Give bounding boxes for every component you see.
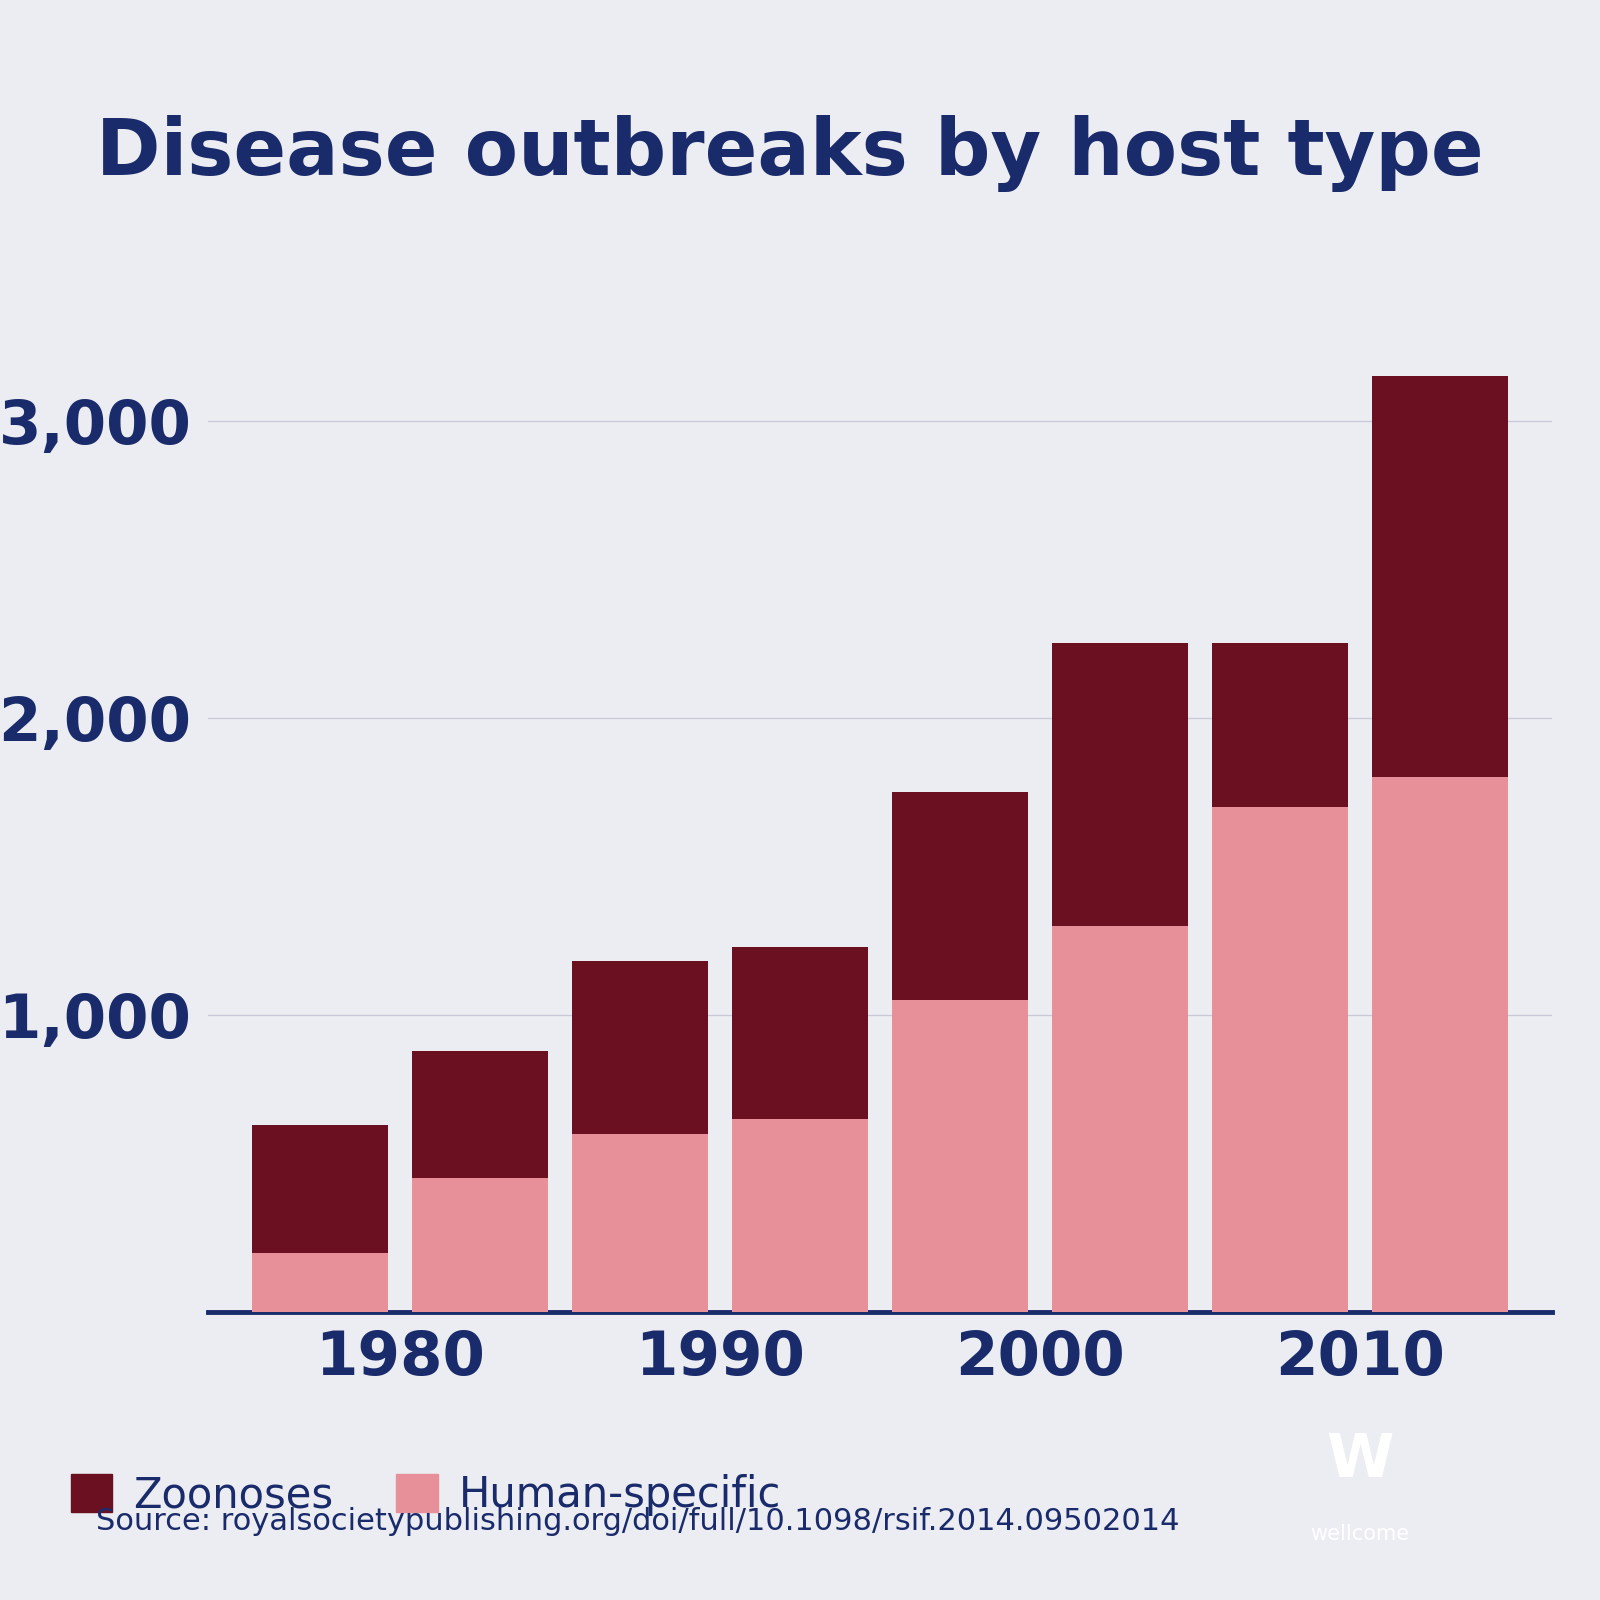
Text: W: W	[1326, 1432, 1394, 1490]
Bar	[413, 1051, 547, 1178]
Text: Disease outbreaks by host type: Disease outbreaks by host type	[96, 115, 1483, 192]
Text: Source: royalsocietypublishing.org/doi/full/10.1098/rsif.2014.09502014: Source: royalsocietypublishing.org/doi/f…	[96, 1507, 1179, 1536]
Bar	[1053, 643, 1187, 926]
Bar	[1373, 376, 1507, 778]
Bar	[893, 1000, 1027, 1312]
Legend: Zoonoses, Human-specific: Zoonoses, Human-specific	[54, 1458, 797, 1533]
Bar	[573, 1134, 707, 1312]
Bar	[573, 962, 707, 1134]
Bar	[253, 1125, 387, 1253]
Bar	[733, 1118, 867, 1312]
Bar	[413, 1178, 547, 1312]
Bar	[733, 947, 867, 1118]
Bar	[1213, 643, 1347, 806]
Bar	[253, 1253, 387, 1312]
Bar	[1373, 778, 1507, 1312]
Bar	[893, 792, 1027, 1000]
Text: wellcome: wellcome	[1310, 1525, 1410, 1544]
Bar	[1213, 806, 1347, 1312]
Bar	[1053, 926, 1187, 1312]
